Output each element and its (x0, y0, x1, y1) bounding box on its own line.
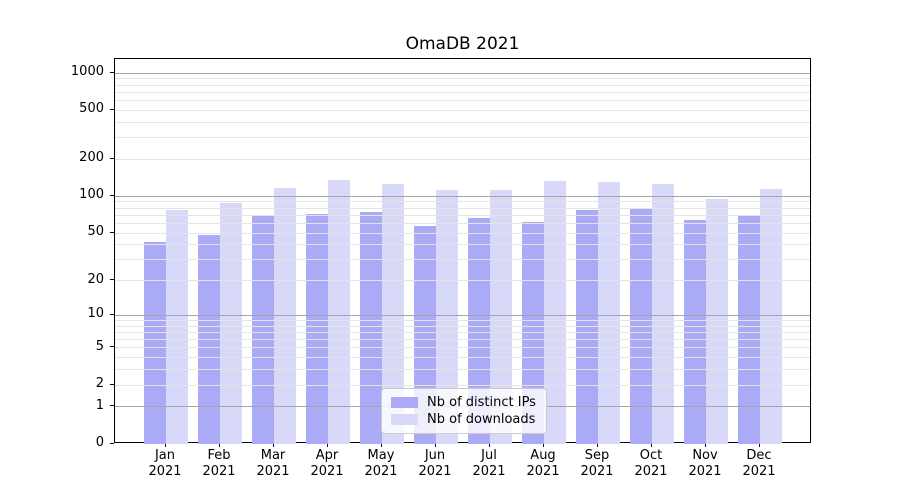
bar-distinct-ips (468, 217, 490, 444)
y-tick-label: 5 (95, 338, 104, 354)
y-tick-mark (110, 346, 114, 348)
x-tick-mark (326, 443, 328, 447)
x-tick-label: Jan 2021 (148, 448, 182, 479)
x-tick-mark (704, 443, 706, 447)
legend-label-distinct-ips: Nb of distinct IPs (427, 395, 536, 410)
y-tick-label: 20 (87, 271, 104, 287)
x-tick-mark (272, 443, 274, 447)
y-tick-label: 10 (87, 306, 104, 322)
y-tick-mark (110, 231, 114, 233)
x-tick-label: Oct 2021 (634, 448, 668, 479)
x-tick-mark (434, 443, 436, 447)
y-tick-mark (110, 71, 114, 73)
legend-item-distinct-ips: Nb of distinct IPs (391, 395, 537, 410)
y-tick-mark (110, 194, 114, 196)
x-tick-label: Sep 2021 (580, 448, 614, 479)
legend-item-downloads: Nb of downloads (391, 412, 537, 427)
x-tick-label: Aug 2021 (526, 448, 560, 479)
legend-swatch-distinct-ips (391, 397, 418, 408)
x-tick-label: Jul 2021 (472, 448, 506, 479)
bar-downloads (328, 179, 350, 444)
bar-downloads (652, 183, 674, 444)
bar-distinct-ips (630, 208, 652, 444)
y-tick-label: 0 (95, 435, 104, 450)
y-tick-label: 50 (87, 224, 104, 240)
chart-title: OmaDB 2021 (405, 34, 520, 54)
x-tick-mark (650, 443, 652, 447)
y-tick-label: 1000 (70, 64, 104, 80)
y-tick-label: 1 (95, 397, 104, 413)
bar-distinct-ips (684, 220, 706, 444)
bar-downloads (166, 209, 188, 444)
bar-distinct-ips (144, 242, 166, 444)
x-tick-label: Jun 2021 (418, 448, 452, 479)
y-tick-label: 100 (79, 187, 104, 203)
bar-downloads (382, 183, 404, 444)
bar-distinct-ips (306, 213, 328, 444)
bar-distinct-ips (738, 214, 760, 444)
legend-label-downloads: Nb of downloads (427, 412, 536, 427)
bar-downloads (220, 203, 242, 444)
x-tick-label: Mar 2021 (256, 448, 290, 479)
y-tick-mark (110, 313, 114, 315)
bar-distinct-ips (252, 216, 274, 444)
bar-downloads (490, 189, 512, 444)
x-tick-label: Nov 2021 (688, 448, 722, 479)
bars-layer (115, 59, 810, 444)
bar-distinct-ips (576, 209, 598, 444)
x-tick-mark (758, 443, 760, 447)
y-tick-label: 500 (79, 101, 104, 117)
y-tick-mark (110, 157, 114, 159)
x-tick-label: Apr 2021 (310, 448, 344, 479)
y-tick-mark (110, 383, 114, 385)
legend: Nb of distinct IPs Nb of downloads (381, 388, 547, 434)
y-tick-mark (110, 108, 114, 110)
bar-downloads (544, 180, 566, 444)
bar-downloads (274, 187, 296, 444)
y-tick-mark (110, 405, 114, 407)
plot-area: Nb of distinct IPs Nb of downloads (114, 58, 811, 444)
x-tick-label: Dec 2021 (742, 448, 776, 479)
x-tick-mark (488, 443, 490, 447)
y-tick-label: 2 (95, 376, 104, 392)
x-tick-label: Feb 2021 (202, 448, 236, 479)
x-tick-mark (542, 443, 544, 447)
legend-swatch-downloads (391, 414, 418, 425)
x-tick-label: May 2021 (364, 448, 398, 479)
bar-downloads (598, 181, 620, 444)
y-tick-mark (110, 442, 114, 444)
x-tick-mark (164, 443, 166, 447)
bar-distinct-ips (198, 235, 220, 444)
bar-downloads (706, 198, 728, 444)
y-tick-mark (110, 279, 114, 281)
x-tick-mark (380, 443, 382, 447)
y-tick-label: 200 (79, 150, 104, 166)
x-tick-mark (596, 443, 598, 447)
bar-downloads (760, 189, 782, 444)
bar-downloads (436, 190, 458, 444)
x-tick-mark (218, 443, 220, 447)
bar-distinct-ips (360, 212, 382, 444)
